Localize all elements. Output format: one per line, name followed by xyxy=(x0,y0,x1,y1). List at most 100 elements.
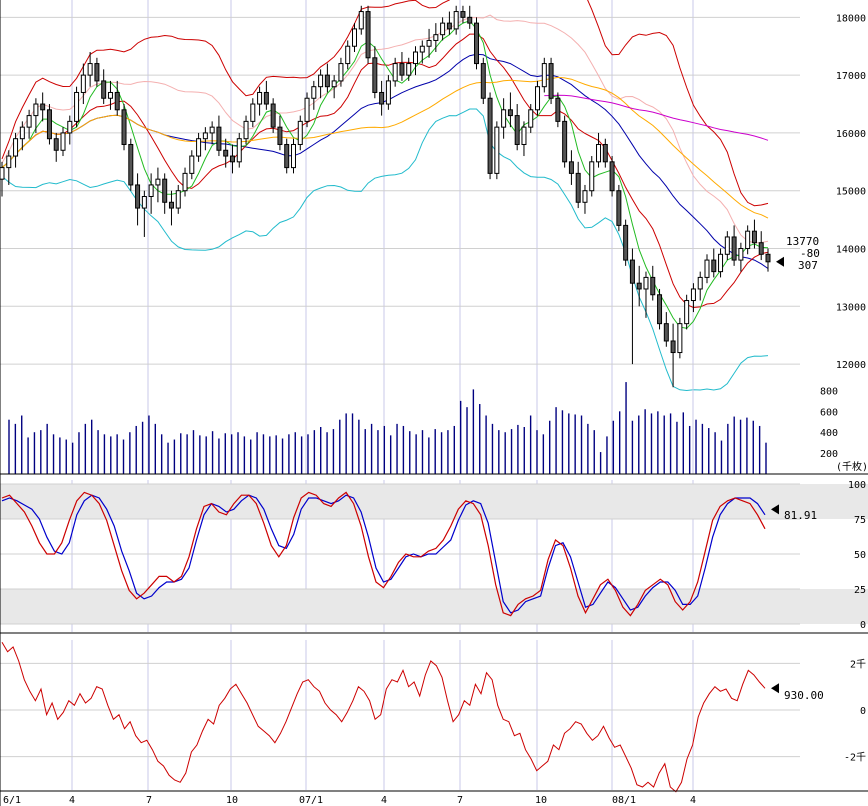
candle-body xyxy=(290,143,296,169)
candle-body xyxy=(711,259,717,273)
volume-panel: 800 600 400 200 xyxy=(0,380,838,474)
price-tick-label: 12000 xyxy=(836,360,866,371)
candle-body xyxy=(555,97,561,122)
candle-body xyxy=(40,103,46,111)
third-label: 307 xyxy=(798,259,818,272)
candle-body xyxy=(609,161,615,192)
price-tick-label: 18000 xyxy=(836,13,866,24)
candle-body xyxy=(135,184,141,209)
x-tick-label: 10 xyxy=(535,795,547,806)
candle-body xyxy=(338,63,344,82)
oversold-zone xyxy=(0,589,868,624)
candle-body xyxy=(690,288,696,302)
candle-body xyxy=(114,91,120,111)
candle-body xyxy=(494,126,500,174)
volume-tick-label: 800 xyxy=(820,386,838,397)
candle-body xyxy=(53,138,59,151)
candle-body xyxy=(94,63,100,82)
candle-body xyxy=(758,242,764,255)
candle-body xyxy=(636,282,642,290)
candle-body xyxy=(141,196,147,209)
candle-body xyxy=(582,190,588,203)
candle-body xyxy=(379,91,385,105)
change-label: -80 xyxy=(800,247,820,260)
price-panel: 12000 13000 14000 15000 16000 17000 18000 xyxy=(0,0,866,393)
candle-body xyxy=(467,16,473,24)
moving-average-short xyxy=(1,20,769,329)
candle-body xyxy=(304,97,310,122)
candle-body xyxy=(399,63,405,76)
x-axis: 6/1 4 7 10 07/1 4 7 10 08/1 4 xyxy=(3,795,696,806)
oscillator-tick-label: 2千 xyxy=(850,658,866,670)
x-tick-label: 10 xyxy=(226,795,238,806)
candle-body xyxy=(196,138,202,157)
candle-body xyxy=(433,34,439,41)
stochastic-marker xyxy=(771,504,779,515)
candle-body xyxy=(324,74,330,88)
volume-tick-label: 600 xyxy=(820,407,838,418)
candle-body xyxy=(236,138,242,163)
x-tick-label: 4 xyxy=(381,795,387,806)
last-close-label: 13770 xyxy=(786,235,819,248)
candle-body xyxy=(277,126,283,145)
candle-body xyxy=(263,91,269,105)
candle-body xyxy=(372,57,378,93)
candle-body xyxy=(6,155,12,169)
candle-body xyxy=(751,230,757,244)
last-price-marker xyxy=(776,256,784,267)
candle-body xyxy=(440,22,446,36)
candle-body xyxy=(250,103,256,122)
candle-body xyxy=(616,190,622,226)
candle-body xyxy=(345,45,351,65)
candle-body xyxy=(67,120,73,134)
candle-body xyxy=(189,155,195,174)
candle-body xyxy=(182,172,188,192)
x-tick-label: 6/1 xyxy=(3,795,21,806)
candle-body xyxy=(358,11,364,30)
volume-tick-label: 200 xyxy=(820,449,838,460)
candle-body xyxy=(148,184,154,198)
candle-body xyxy=(413,51,419,65)
candle-body xyxy=(453,11,459,30)
candle-body xyxy=(575,172,581,203)
candle-body xyxy=(426,39,432,47)
candle-body xyxy=(162,178,168,203)
price-tick-label: 14000 xyxy=(836,245,866,256)
candle-body xyxy=(541,63,547,88)
volume-unit-label: (千枚) xyxy=(836,460,868,473)
candle-body xyxy=(677,323,683,354)
candle-body xyxy=(704,259,710,278)
candle-body xyxy=(670,340,676,354)
candle-body xyxy=(724,236,730,255)
candle-body xyxy=(331,80,337,88)
candle-body xyxy=(392,63,398,82)
candle-body xyxy=(446,22,452,30)
candle-body xyxy=(535,86,541,111)
oscillator-value-label: 930.00 xyxy=(784,689,824,702)
candle-body xyxy=(365,11,371,59)
candle-body xyxy=(284,143,290,169)
candle-body xyxy=(731,236,737,261)
stochastic-panel: 100 75 50 25 0 xyxy=(0,480,868,632)
oscillator-tick-label: -2千 xyxy=(844,752,866,764)
stochastic-line xyxy=(1,491,766,617)
candle-body xyxy=(46,109,52,140)
candle-body xyxy=(87,63,93,76)
volume-tick-label: 400 xyxy=(820,428,838,439)
candle-body xyxy=(311,86,317,99)
candle-body xyxy=(501,109,507,128)
stochastic-tick-label: 0 xyxy=(860,620,866,631)
value-labels: 13770 -80 307 81.91 930.00 (千枚) xyxy=(784,235,868,702)
candle-body xyxy=(643,276,649,290)
candle-body xyxy=(229,155,235,163)
candle-body xyxy=(507,109,513,117)
candle-body xyxy=(257,91,263,105)
candle-body xyxy=(602,143,608,163)
candle-body xyxy=(202,132,208,140)
candle-body xyxy=(60,132,66,151)
stochastic-line xyxy=(1,494,766,614)
candle-body xyxy=(216,126,222,151)
price-tick-label: 17000 xyxy=(836,71,866,82)
oscillator-tick-label: 0 xyxy=(860,706,866,717)
